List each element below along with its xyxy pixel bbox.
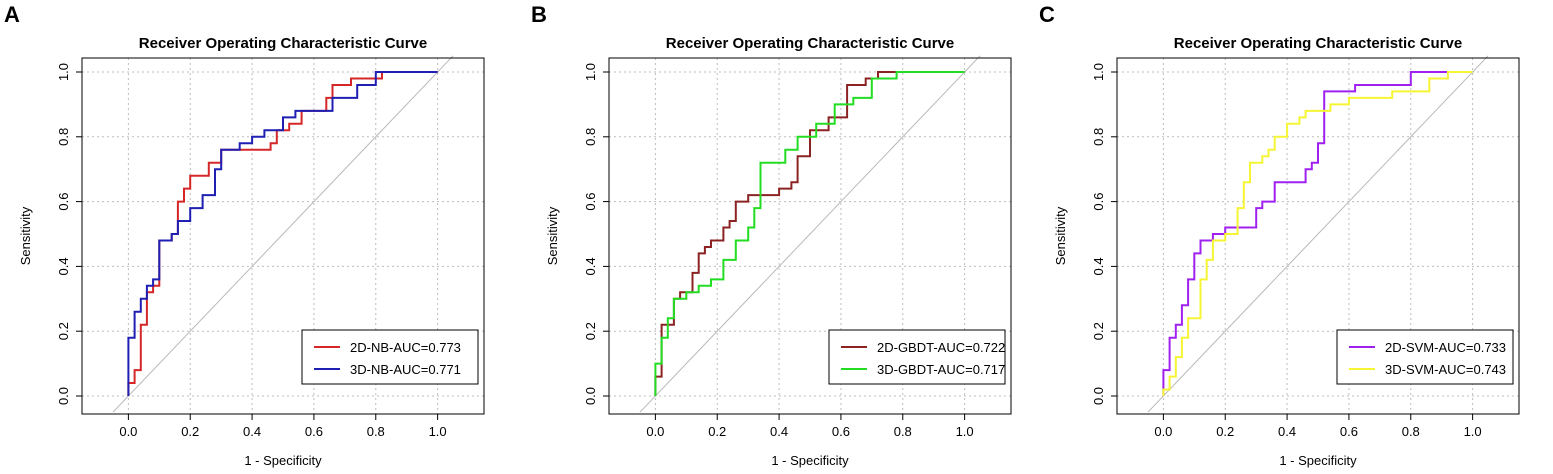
x-tick-label: 1.0	[956, 424, 974, 439]
x-tick-label: 0.2	[708, 424, 726, 439]
legend: 2D-NB-AUC=0.773 3D-NB-AUC=0.771	[301, 329, 479, 385]
y-tick-label: 1.0	[1091, 63, 1106, 81]
roc-curve-3d-svm	[1162, 71, 1473, 396]
panel-letter: B	[531, 2, 547, 27]
chart-title: Receiver Operating Characteristic Curve	[139, 35, 427, 52]
legend-label: 3D-GBDT-AUC=0.717	[877, 362, 1005, 377]
legend-label: 3D-SVM-AUC=0.743	[1385, 362, 1506, 377]
x-tick-label: 0.8	[1402, 424, 1420, 439]
x-tick-label: 0.8	[894, 424, 912, 439]
y-tick-label: 1.0	[56, 63, 71, 81]
x-tick-label: 0.8	[367, 424, 385, 439]
x-tick-label: 1.0	[429, 424, 447, 439]
x-tick-label: 0.6	[1340, 424, 1358, 439]
legend-label: 2D-SVM-AUC=0.733	[1385, 340, 1506, 355]
panel-a: A Receiver Operating Characteristic Curv…	[0, 0, 518, 474]
y-tick-label: 0.8	[56, 128, 71, 146]
plot-frame	[608, 57, 1012, 415]
chart-title: Receiver Operating Characteristic Curve	[1174, 35, 1462, 52]
y-tick-label: 0.6	[1091, 193, 1106, 211]
y-tick-label: 0.0	[1091, 387, 1106, 405]
panel-letter: A	[4, 2, 20, 27]
y-tick-label: 0.2	[1091, 322, 1106, 340]
panel-c: C Receiver Operating Characteristic Curv…	[1035, 0, 1553, 474]
x-tick-label: 0.6	[305, 424, 323, 439]
roc-curve-2d-svm	[1162, 71, 1448, 396]
y-tick-label: 0.8	[1091, 128, 1106, 146]
y-tick-label: 0.4	[1091, 257, 1106, 275]
legend-label: 2D-NB-AUC=0.773	[350, 340, 461, 355]
plot-frame	[81, 57, 485, 415]
roc-curve-3d-gbdt	[654, 71, 965, 396]
legend-box	[828, 329, 1006, 385]
x-axis-label: 1 - Specificity	[771, 453, 849, 468]
chance-diagonal	[639, 55, 981, 413]
y-tick-label: 0.6	[583, 193, 598, 211]
y-axis-label: Sensitivity	[545, 206, 560, 265]
y-tick-label: 1.0	[583, 63, 598, 81]
x-tick-label: 1.0	[1464, 424, 1482, 439]
x-tick-label: 0.4	[770, 424, 788, 439]
roc-plot: Receiver Operating Characteristic Curve 0…	[1053, 35, 1520, 468]
x-tick-label: 0.4	[1278, 424, 1296, 439]
y-tick-label: 0.4	[583, 257, 598, 275]
roc-plot: Receiver Operating Characteristic Curve 0…	[545, 35, 1012, 468]
roc-plot: Receiver Operating Characteristic Curve 0…	[18, 35, 485, 468]
x-axis-label: 1 - Specificity	[1279, 453, 1357, 468]
y-tick-label: 0.6	[56, 193, 71, 211]
chance-diagonal	[1147, 55, 1489, 413]
y-tick-label: 0.8	[583, 128, 598, 146]
legend-label: 3D-NB-AUC=0.771	[350, 362, 461, 377]
chance-diagonal	[112, 55, 454, 413]
x-tick-label: 0.2	[1216, 424, 1234, 439]
x-tick-label: 0.6	[832, 424, 850, 439]
y-tick-label: 0.4	[56, 257, 71, 275]
plot-frame	[1116, 57, 1520, 415]
y-axis-label: Sensitivity	[18, 206, 33, 265]
x-tick-label: 0.0	[646, 424, 664, 439]
legend-label: 2D-GBDT-AUC=0.722	[877, 340, 1005, 355]
x-tick-label: 0.2	[181, 424, 199, 439]
x-tick-label: 0.0	[1154, 424, 1172, 439]
x-tick-label: 0.4	[243, 424, 261, 439]
legend: 2D-GBDT-AUC=0.722 3D-GBDT-AUC=0.717	[828, 329, 1006, 385]
legend-box	[1336, 329, 1514, 385]
legend-box	[301, 329, 479, 385]
y-tick-label: 0.0	[583, 387, 598, 405]
y-tick-label: 0.0	[56, 387, 71, 405]
y-axis-label: Sensitivity	[1053, 206, 1068, 265]
x-axis-label: 1 - Specificity	[244, 453, 322, 468]
roc-curve-3d-nb	[127, 71, 438, 396]
panel-b: B Receiver Operating Characteristic Curv…	[527, 0, 1045, 474]
chart-title: Receiver Operating Characteristic Curve	[666, 35, 954, 52]
panel-letter: C	[1039, 2, 1055, 27]
y-tick-label: 0.2	[583, 322, 598, 340]
x-tick-label: 0.0	[119, 424, 137, 439]
y-tick-label: 0.2	[56, 322, 71, 340]
legend: 2D-SVM-AUC=0.733 3D-SVM-AUC=0.743	[1336, 329, 1514, 385]
